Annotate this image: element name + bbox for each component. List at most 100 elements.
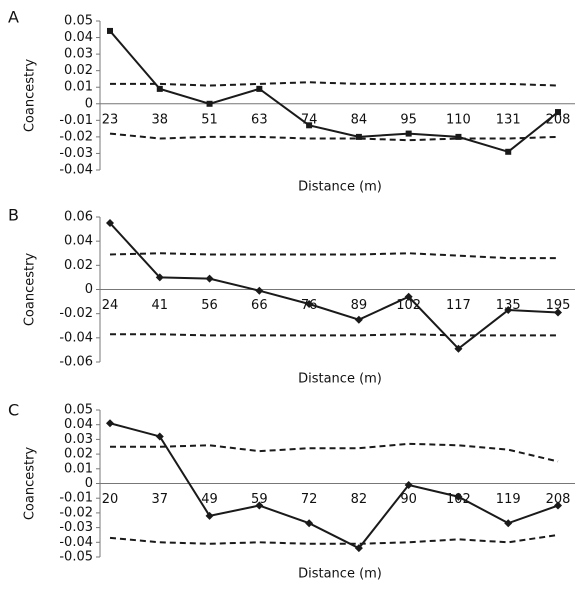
x-tick-label: 59 bbox=[251, 492, 268, 507]
x-tick-label: 131 bbox=[496, 112, 521, 127]
marker bbox=[404, 292, 413, 301]
y-tick-label: -0.03 bbox=[59, 520, 93, 535]
marker bbox=[404, 480, 413, 489]
x-tick-label: 110 bbox=[446, 112, 471, 127]
x-tick-label: 119 bbox=[496, 492, 521, 507]
confidence-line bbox=[109, 533, 559, 545]
x-axis-title: Distance (m) bbox=[298, 372, 382, 387]
x-tick-label: 195 bbox=[546, 298, 571, 313]
y-tick-label: -0.02 bbox=[59, 306, 93, 321]
x-tick-label: 56 bbox=[201, 298, 218, 313]
marker bbox=[255, 286, 264, 295]
x-tick-label: 49 bbox=[201, 492, 218, 507]
marker bbox=[255, 501, 264, 510]
y-tick-label: 0.02 bbox=[64, 258, 93, 273]
y-tick-label: 0.04 bbox=[64, 234, 93, 249]
marker bbox=[106, 419, 114, 428]
y-tick-label: -0.05 bbox=[59, 550, 93, 565]
y-tick-label: 0.02 bbox=[64, 447, 93, 462]
marker bbox=[107, 27, 113, 34]
y-tick-label: 0.03 bbox=[64, 432, 93, 447]
confidence-line bbox=[110, 333, 558, 337]
observed-line bbox=[109, 222, 559, 351]
observed-line bbox=[109, 422, 559, 550]
x-tick-label: 63 bbox=[251, 112, 268, 127]
marker bbox=[354, 315, 363, 324]
marker bbox=[305, 519, 314, 528]
y-tick-label: 0.02 bbox=[64, 63, 93, 78]
panel-label: A bbox=[8, 8, 19, 27]
y-tick-label: -0.03 bbox=[59, 146, 93, 161]
x-tick-label: 208 bbox=[546, 492, 571, 507]
y-tick-label: -0.02 bbox=[59, 129, 93, 144]
x-tick-label: 95 bbox=[400, 112, 417, 127]
x-axis-title: Distance (m) bbox=[298, 567, 382, 582]
y-axis-title: Coancestry bbox=[23, 253, 38, 327]
y-axis-title: Coancestry bbox=[23, 447, 38, 521]
x-tick-label: 72 bbox=[301, 492, 318, 507]
marker bbox=[555, 109, 561, 116]
x-tick-label: 51 bbox=[201, 112, 218, 127]
y-tick-label: -0.01 bbox=[59, 491, 93, 506]
panel-label: C bbox=[8, 401, 19, 420]
y-tick-label: 0 bbox=[85, 282, 93, 297]
x-tick-label: 23 bbox=[102, 112, 119, 127]
x-axis-title: Distance (m) bbox=[298, 180, 382, 195]
y-tick-label: 0.03 bbox=[64, 47, 93, 62]
x-tick-label: 102 bbox=[396, 298, 421, 313]
y-tick-label: -0.04 bbox=[59, 535, 93, 550]
x-tick-label: 20 bbox=[102, 492, 119, 507]
marker bbox=[155, 432, 164, 441]
marker bbox=[205, 274, 214, 283]
y-tick-label: 0 bbox=[85, 476, 93, 491]
marker bbox=[504, 306, 513, 315]
x-tick-label: 135 bbox=[496, 298, 521, 313]
x-tick-label: 82 bbox=[351, 492, 368, 507]
marker bbox=[455, 133, 462, 140]
marker bbox=[106, 219, 114, 228]
marker bbox=[256, 85, 263, 92]
marker bbox=[454, 344, 463, 353]
y-tick-label: 0.01 bbox=[64, 80, 93, 95]
x-tick-label: 74 bbox=[301, 112, 318, 127]
panel-label: B bbox=[8, 206, 19, 225]
confidence-line bbox=[110, 81, 559, 87]
x-tick-label: 37 bbox=[152, 492, 169, 507]
x-tick-label: 89 bbox=[351, 298, 368, 313]
y-tick-label: -0.01 bbox=[59, 113, 93, 128]
x-tick-label: 117 bbox=[446, 298, 471, 313]
marker bbox=[405, 130, 412, 137]
x-tick-label: 66 bbox=[251, 298, 268, 313]
y-tick-label: -0.04 bbox=[59, 163, 93, 178]
marker bbox=[206, 100, 213, 107]
y-tick-label: 0.01 bbox=[64, 461, 93, 476]
marker bbox=[306, 122, 313, 129]
marker bbox=[505, 148, 512, 155]
marker bbox=[554, 308, 562, 317]
x-tick-label: 90 bbox=[400, 492, 417, 507]
x-tick-label: 84 bbox=[351, 112, 368, 127]
marker bbox=[156, 85, 163, 92]
y-tick-label: 0.04 bbox=[64, 30, 93, 45]
marker bbox=[305, 300, 314, 308]
y-tick-label: -0.02 bbox=[59, 505, 93, 520]
y-tick-label: 0.05 bbox=[64, 403, 93, 418]
confidence-line bbox=[110, 442, 559, 463]
marker bbox=[355, 133, 362, 140]
y-axis-title: Coancestry bbox=[23, 59, 38, 133]
marker bbox=[205, 511, 214, 520]
confidence-line bbox=[109, 252, 558, 260]
marker bbox=[504, 519, 513, 528]
marker bbox=[155, 273, 164, 282]
y-tick-label: 0.04 bbox=[64, 417, 93, 432]
marker bbox=[554, 501, 562, 510]
y-tick-label: 0.05 bbox=[64, 14, 93, 29]
confidence-line bbox=[109, 132, 559, 142]
y-tick-label: 0.06 bbox=[64, 210, 93, 225]
marker bbox=[354, 544, 363, 553]
x-tick-label: 41 bbox=[152, 298, 169, 313]
y-tick-label: -0.06 bbox=[59, 355, 93, 370]
x-tick-label: 38 bbox=[152, 112, 169, 127]
